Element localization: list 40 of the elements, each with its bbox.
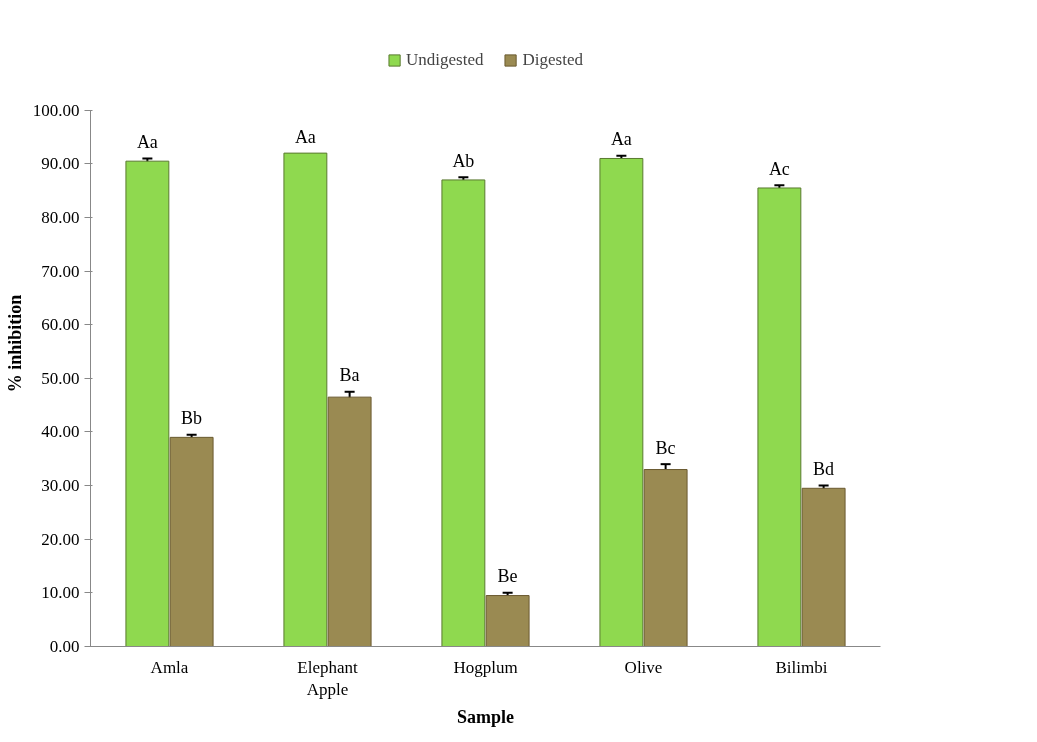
- y-tick-label: 0.00: [49, 637, 80, 656]
- bar: [485, 595, 530, 647]
- annotation: Ac: [768, 158, 790, 179]
- bar: [125, 160, 170, 647]
- bar: [441, 179, 486, 647]
- y-tick-label: 10.00: [41, 583, 80, 603]
- y-tick-label: 80.00: [41, 207, 80, 227]
- x-tick-label: Amla: [150, 657, 189, 677]
- y-tick-label: 30.00: [41, 476, 80, 496]
- annotation: Ab: [452, 150, 475, 171]
- x-tick-label: Elephant Apple: [297, 657, 358, 700]
- x-tick-label: Hogplum: [453, 657, 518, 677]
- y-axis-title: % inhibition: [4, 294, 25, 393]
- y-tick-label: 20.00: [41, 529, 80, 549]
- y-tick-label: 50.00: [41, 368, 80, 388]
- bar: [283, 152, 328, 647]
- bar: [757, 187, 802, 647]
- bar: [801, 487, 846, 647]
- annotation: Aa: [294, 126, 316, 147]
- annotation: Ba: [339, 365, 360, 386]
- annotation: Bb: [181, 408, 203, 429]
- legend-label: Digested: [522, 50, 583, 70]
- annotation: Aa: [610, 129, 632, 150]
- x-tick-label: Olive: [624, 657, 663, 677]
- bar: [169, 436, 214, 647]
- bar: [327, 396, 372, 647]
- y-tick-label: 70.00: [41, 261, 80, 281]
- y-tick-label: 60.00: [41, 315, 80, 335]
- annotation: Bd: [813, 459, 835, 480]
- annotation: Be: [497, 566, 518, 587]
- y-tick-label: 40.00: [41, 422, 80, 442]
- x-tick-label: Bilimbi: [775, 657, 828, 677]
- annotation: Aa: [136, 132, 158, 153]
- x-axis-title: Sample: [457, 707, 515, 728]
- annotation: Bc: [655, 437, 676, 458]
- y-tick-label: 90.00: [41, 154, 80, 174]
- y-tick-label: 100.00: [32, 100, 80, 120]
- legend-label: Undigested: [406, 50, 484, 70]
- bar: [643, 469, 688, 647]
- bar: [599, 157, 644, 647]
